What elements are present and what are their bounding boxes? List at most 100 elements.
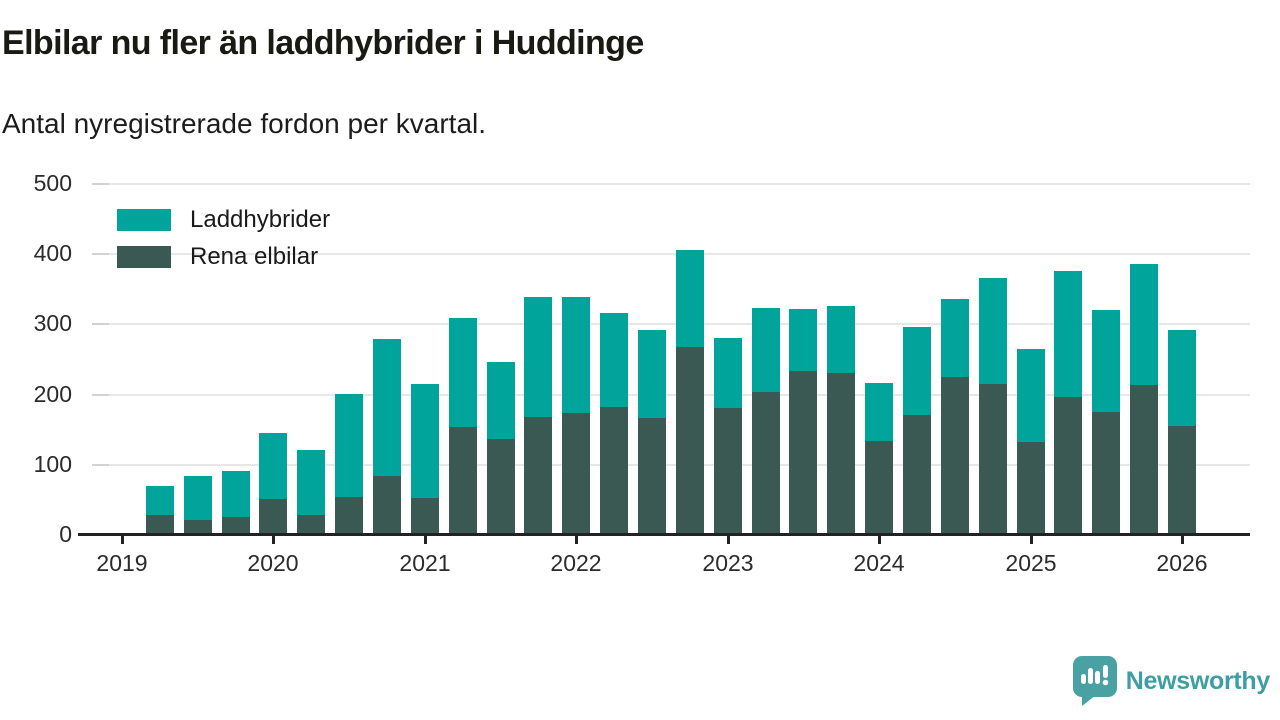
bar-segment-rena-elbilar xyxy=(903,415,931,535)
x-axis-tick xyxy=(272,536,275,544)
y-axis-label: 100 xyxy=(33,451,72,477)
legend-item: Rena elbilar xyxy=(117,243,330,270)
x-axis-tick xyxy=(121,536,124,544)
bar-segment-laddhybrider xyxy=(865,383,893,441)
bar-segment-rena-elbilar xyxy=(449,427,477,535)
bar-segment-laddhybrider xyxy=(676,250,704,347)
bar-segment-laddhybrider xyxy=(789,309,817,371)
gridline xyxy=(92,323,1250,325)
y-axis-label: 400 xyxy=(33,240,72,266)
bar-segment-rena-elbilar xyxy=(600,407,628,535)
bar-segment-rena-elbilar xyxy=(411,498,439,535)
bar-segment-laddhybrider xyxy=(524,297,552,417)
bar-segment-rena-elbilar xyxy=(676,347,704,535)
bar-segment-laddhybrider xyxy=(1092,310,1120,412)
bar-segment-rena-elbilar xyxy=(1054,397,1082,535)
bar-segment-rena-elbilar xyxy=(638,418,666,535)
y-axis-tick xyxy=(92,323,109,325)
x-axis-label: 2026 xyxy=(1156,550,1208,576)
legend-swatch xyxy=(117,246,171,268)
bar-segment-laddhybrider xyxy=(1017,349,1045,442)
bar-segment-rena-elbilar xyxy=(752,392,780,535)
bar-segment-laddhybrider xyxy=(752,308,780,392)
x-axis-line xyxy=(78,533,1250,536)
y-axis-tick xyxy=(92,394,109,396)
bar-segment-laddhybrider xyxy=(335,394,363,497)
bar-segment-laddhybrider xyxy=(979,278,1007,384)
y-axis-tick xyxy=(92,464,109,466)
x-axis-label: 2023 xyxy=(702,550,754,576)
x-axis-label: 2019 xyxy=(96,550,148,576)
chart-title: Elbilar nu fler än laddhybrider i Huddin… xyxy=(2,24,644,62)
bar-segment-laddhybrider xyxy=(411,384,439,498)
x-axis-label: 2022 xyxy=(550,550,602,576)
bar-segment-laddhybrider xyxy=(1168,330,1196,426)
gridline xyxy=(92,183,1250,185)
gridline xyxy=(92,253,1250,255)
bar-segment-laddhybrider xyxy=(222,471,250,517)
y-axis-label: 0 xyxy=(59,521,72,547)
bar-segment-rena-elbilar xyxy=(222,517,250,535)
bar-segment-laddhybrider xyxy=(714,338,742,408)
bar-segment-rena-elbilar xyxy=(373,476,401,535)
bar-segment-rena-elbilar xyxy=(1130,385,1158,535)
x-axis-tick xyxy=(727,536,730,544)
bar-segment-laddhybrider xyxy=(297,450,325,515)
bar-segment-laddhybrider xyxy=(449,318,477,427)
gridline xyxy=(92,394,1250,396)
legend-item: Laddhybrider xyxy=(117,206,331,233)
bar-segment-rena-elbilar xyxy=(562,413,590,535)
bar-segment-laddhybrider xyxy=(259,433,287,499)
y-axis-label: 500 xyxy=(33,170,72,196)
bar-segment-laddhybrider xyxy=(184,476,212,520)
x-axis-tick xyxy=(575,536,578,544)
bar-segment-rena-elbilar xyxy=(789,371,817,535)
x-axis-tick xyxy=(1181,536,1184,544)
bar-segment-rena-elbilar xyxy=(487,439,515,535)
legend-label: Rena elbilar xyxy=(190,243,319,270)
bar-segment-rena-elbilar xyxy=(865,441,893,535)
bar-segment-rena-elbilar xyxy=(184,520,212,535)
bar-segment-laddhybrider xyxy=(487,362,515,439)
chart-subtitle: Antal nyregistrerade fordon per kvartal. xyxy=(2,108,487,139)
bar-segment-rena-elbilar xyxy=(146,515,174,535)
chart-legend: Laddhybrider Rena elbilar xyxy=(117,206,331,283)
x-axis-label: 2021 xyxy=(399,550,451,576)
y-axis-tick xyxy=(92,183,109,185)
x-axis-tick xyxy=(878,536,881,544)
bar-segment-rena-elbilar xyxy=(827,373,855,535)
bar-segment-rena-elbilar xyxy=(297,515,325,535)
bar-segment-laddhybrider xyxy=(638,330,666,418)
bar-segment-laddhybrider xyxy=(1130,264,1158,385)
gridline xyxy=(92,464,1250,466)
bar-segment-rena-elbilar xyxy=(259,499,287,535)
newsworthy-logo-icon xyxy=(1072,656,1117,706)
bar-segment-rena-elbilar xyxy=(941,377,969,535)
x-axis-label: 2025 xyxy=(1005,550,1057,576)
bar-segment-laddhybrider xyxy=(1054,271,1082,397)
x-axis-tick xyxy=(1030,536,1033,544)
bar-segment-laddhybrider xyxy=(903,327,931,415)
bar-segment-laddhybrider xyxy=(827,306,855,373)
x-axis-label: 2020 xyxy=(247,550,299,576)
y-axis-label: 300 xyxy=(33,310,72,336)
bar-segment-laddhybrider xyxy=(146,486,174,515)
bar-segment-rena-elbilar xyxy=(1168,426,1196,535)
brand-logo: Newsworthy xyxy=(1072,655,1270,707)
x-axis-label: 2024 xyxy=(853,550,905,576)
bar-segment-rena-elbilar xyxy=(979,384,1007,535)
legend-swatch xyxy=(117,209,171,231)
bar-segment-laddhybrider xyxy=(562,297,590,413)
bar-segment-laddhybrider xyxy=(600,313,628,407)
legend-label: Laddhybrider xyxy=(190,206,331,233)
bar-segment-rena-elbilar xyxy=(335,497,363,535)
y-axis-label: 200 xyxy=(33,381,72,407)
bar-segment-laddhybrider xyxy=(373,339,401,476)
bar-segment-laddhybrider xyxy=(941,299,969,377)
bar-segment-rena-elbilar xyxy=(1017,442,1045,535)
x-axis-tick xyxy=(424,536,427,544)
bar-segment-rena-elbilar xyxy=(714,408,742,535)
bar-segment-rena-elbilar xyxy=(1092,412,1120,535)
y-axis-tick xyxy=(92,253,109,255)
